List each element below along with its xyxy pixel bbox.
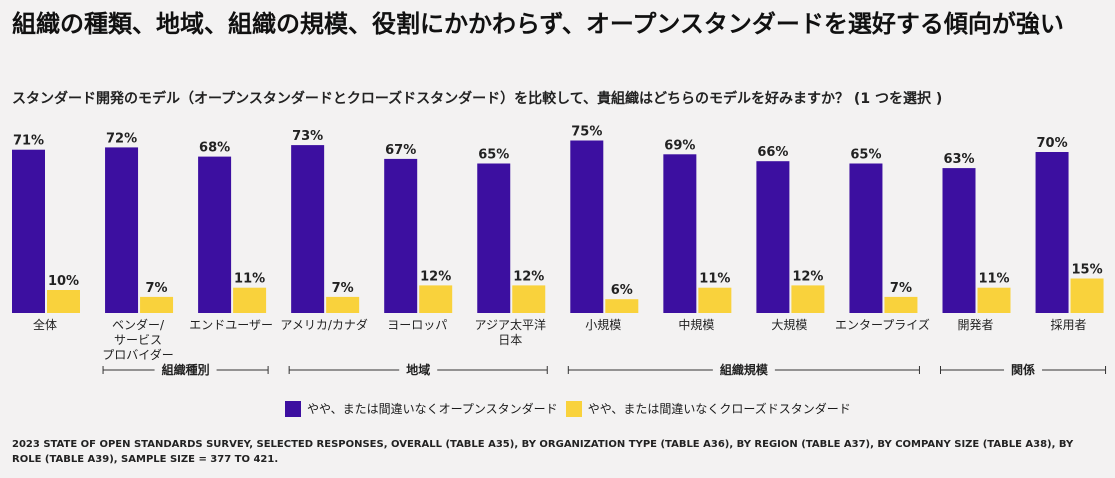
source-note: 2023 STATE OF OPEN STANDARDS SURVEY, SEL… — [12, 439, 1074, 465]
category-label: アメリカ/カナダ — [280, 317, 367, 332]
bar-closed — [326, 296, 360, 313]
category-label: エンタープライズ — [835, 317, 930, 332]
bar-closed — [140, 296, 174, 313]
legend-swatch-closed — [565, 400, 582, 417]
category-label: ヨーロッパ — [387, 318, 447, 332]
data-label: 71% — [13, 134, 44, 149]
bar-closed — [512, 285, 546, 313]
data-label: 69% — [664, 138, 695, 153]
data-label: 75% — [571, 125, 602, 140]
legend-item-closed: やや、または間違いなくクローズドスタンダード — [565, 400, 851, 417]
bar-open — [942, 168, 976, 313]
bar-closed — [791, 285, 825, 313]
category-label: 日本 — [498, 333, 522, 347]
data-label: 66% — [757, 145, 788, 160]
data-label: 11% — [234, 272, 265, 287]
data-label: 11% — [699, 272, 730, 287]
category-label: プロバイダー — [102, 347, 174, 362]
bar-open — [663, 154, 697, 313]
bar-open — [756, 161, 790, 313]
data-label: 7% — [332, 281, 354, 296]
bar-closed — [47, 290, 80, 313]
category-label: 大規模 — [771, 317, 807, 332]
bar-open — [198, 156, 232, 313]
bar-closed — [605, 299, 639, 313]
data-label: 12% — [792, 269, 823, 284]
data-label: 11% — [978, 272, 1009, 287]
data-label: 72% — [106, 131, 137, 146]
bar-open — [384, 158, 418, 313]
data-label: 65% — [478, 148, 509, 163]
data-label: 67% — [385, 143, 416, 158]
data-label: 12% — [513, 269, 544, 284]
bar-open — [849, 163, 883, 313]
category-label: サービス — [114, 333, 162, 347]
bar-open — [12, 149, 45, 313]
bar-closed — [698, 287, 732, 313]
group-label: 地域 — [406, 362, 430, 377]
data-label: 70% — [1036, 136, 1067, 151]
data-label: 12% — [420, 269, 451, 284]
bar-open — [291, 145, 325, 313]
bar-closed — [419, 285, 453, 313]
data-label: 7% — [146, 281, 168, 296]
category-label: 開発者 — [957, 318, 993, 332]
data-label: 63% — [943, 152, 974, 167]
data-label: 6% — [611, 283, 633, 298]
bar-open — [570, 140, 604, 313]
bar-open — [477, 163, 511, 313]
bar-closed — [884, 296, 918, 313]
bar-closed — [977, 287, 1011, 313]
data-label: 7% — [890, 281, 912, 296]
legend: やや、または間違いなくオープンスタンダード やや、または間違いなくクローズドスタ… — [285, 400, 859, 417]
legend-label-open: やや、または間違いなくオープンスタンダード — [307, 402, 558, 416]
chart-subtitle: スタンダード開発のモデル（オープンスタンダードとクローズドスタンダード）を比較し… — [12, 91, 943, 107]
legend-swatch-open — [285, 400, 301, 417]
category-label: 全体 — [33, 317, 57, 332]
category-label: ベンダー/ — [112, 317, 165, 332]
category-label: 小規模 — [585, 317, 621, 332]
group-label: 組織種別 — [162, 362, 210, 377]
chart-title: 組織の種類、地域、組織の規模、役割にかかわらず、オープンスタンダードを選好する傾… — [12, 10, 1064, 38]
category-label: 中規模 — [678, 317, 714, 332]
category-label: 採用者 — [1051, 318, 1087, 332]
data-label: 15% — [1071, 263, 1102, 278]
bar-open — [1035, 152, 1069, 313]
legend-label-closed: やや、または間違いなくクローズドスタンダード — [587, 402, 851, 416]
data-label: 65% — [850, 148, 881, 163]
data-label: 68% — [199, 141, 230, 156]
data-label: 10% — [48, 274, 79, 289]
category-label: アジア太平洋 — [474, 317, 546, 332]
bar-open — [105, 147, 139, 313]
group-label: 関係 — [1011, 362, 1035, 377]
data-label: 73% — [292, 129, 323, 144]
bar-closed — [1070, 278, 1104, 313]
bar-closed — [233, 287, 267, 313]
legend-item-open: やや、または間違いなくオープンスタンダード — [285, 400, 558, 417]
category-label: エンドユーザー — [189, 318, 273, 332]
group-label: 組織規模 — [720, 362, 769, 377]
